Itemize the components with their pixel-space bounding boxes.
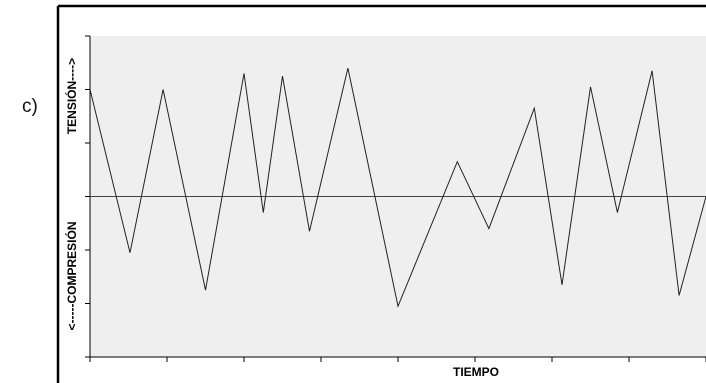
y-axis-label-tension: TENSIÓN----> [64,58,79,134]
y-axis-label-compression: <-----COMPRESIÓN [64,222,79,331]
series-line [89,67,706,308]
axis-ticks [85,35,706,362]
x-axis-label: TIEMPO [453,365,499,379]
panel-label: c) [22,96,38,117]
